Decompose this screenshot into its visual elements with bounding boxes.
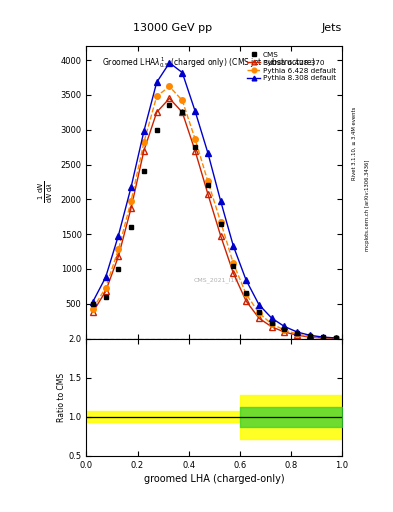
- Text: Jets: Jets: [321, 23, 342, 33]
- Text: mcplots.cern.ch [arXiv:1306.3436]: mcplots.cern.ch [arXiv:1306.3436]: [365, 159, 371, 250]
- Pythia 6.428 370: [206, 190, 210, 197]
- Pythia 6.428 default: [269, 321, 274, 327]
- Pythia 8.308 default: [116, 232, 121, 239]
- CMS: [193, 144, 197, 150]
- Pythia 6.428 370: [333, 335, 338, 342]
- Pythia 6.428 default: [206, 178, 210, 184]
- Pythia 8.308 default: [90, 298, 95, 305]
- CMS: [244, 290, 248, 296]
- Pythia 6.428 370: [295, 332, 299, 338]
- Line: Pythia 6.428 default: Pythia 6.428 default: [90, 83, 338, 341]
- Pythia 6.428 370: [167, 95, 172, 101]
- Pythia 8.308 default: [244, 277, 248, 283]
- Pythia 8.308 default: [103, 274, 108, 281]
- Pythia 8.308 default: [320, 334, 325, 340]
- CMS: [180, 109, 185, 115]
- Pythia 6.428 default: [218, 219, 223, 225]
- Pythia 6.428 370: [103, 288, 108, 294]
- Text: 13000 GeV pp: 13000 GeV pp: [133, 23, 213, 33]
- Pythia 6.428 370: [257, 315, 261, 321]
- Pythia 6.428 default: [231, 260, 236, 266]
- Pythia 8.308 default: [308, 332, 312, 338]
- Pythia 6.428 default: [167, 83, 172, 90]
- CMS: [141, 168, 146, 175]
- Pythia 6.428 default: [257, 310, 261, 316]
- Pythia 6.428 370: [90, 309, 95, 315]
- CMS: [269, 319, 274, 326]
- Line: Pythia 6.428 370: Pythia 6.428 370: [90, 96, 338, 341]
- CMS: [308, 333, 312, 339]
- Pythia 6.428 370: [180, 109, 185, 115]
- Pythia 8.308 default: [231, 243, 236, 249]
- CMS: [129, 224, 134, 230]
- Pythia 6.428 370: [129, 205, 134, 211]
- Pythia 8.308 default: [333, 335, 338, 341]
- Pythia 6.428 default: [103, 285, 108, 291]
- Pythia 6.428 default: [90, 306, 95, 312]
- Pythia 6.428 370: [231, 270, 236, 276]
- X-axis label: groomed LHA (charged-only): groomed LHA (charged-only): [144, 474, 285, 484]
- Pythia 6.428 default: [295, 331, 299, 337]
- CMS: [231, 263, 236, 269]
- Pythia 6.428 370: [193, 147, 197, 154]
- Pythia 8.308 default: [193, 108, 197, 114]
- Pythia 8.308 default: [141, 128, 146, 134]
- CMS: [116, 266, 121, 272]
- Line: CMS: CMS: [90, 103, 338, 340]
- Pythia 8.308 default: [129, 184, 134, 190]
- Pythia 6.428 370: [244, 298, 248, 304]
- Text: CMS_2021_I19…: CMS_2021_I19…: [193, 278, 245, 283]
- CMS: [167, 102, 172, 109]
- CMS: [90, 301, 95, 307]
- CMS: [206, 182, 210, 188]
- Pythia 6.428 370: [116, 253, 121, 260]
- CMS: [295, 330, 299, 336]
- CMS: [154, 126, 159, 133]
- Y-axis label: $\frac{1}{\mathrm{d}N}\frac{\mathrm{d}N}{\mathrm{d}\lambda}$: $\frac{1}{\mathrm{d}N}\frac{\mathrm{d}N}…: [37, 181, 55, 203]
- CMS: [103, 294, 108, 300]
- Pythia 6.428 370: [269, 324, 274, 330]
- Pythia 6.428 default: [193, 136, 197, 142]
- Pythia 8.308 default: [206, 150, 210, 156]
- Pythia 8.308 default: [218, 198, 223, 204]
- Pythia 6.428 default: [308, 333, 312, 339]
- CMS: [320, 334, 325, 340]
- Pythia 8.308 default: [180, 70, 185, 76]
- Pythia 8.308 default: [282, 324, 287, 330]
- Line: Pythia 8.308 default: Pythia 8.308 default: [90, 60, 338, 340]
- Pythia 6.428 default: [244, 291, 248, 297]
- Pythia 6.428 370: [320, 335, 325, 341]
- Pythia 6.428 default: [282, 327, 287, 333]
- Pythia 6.428 370: [218, 232, 223, 239]
- Pythia 6.428 370: [308, 334, 312, 340]
- Pythia 6.428 370: [141, 147, 146, 154]
- Pythia 8.308 default: [269, 315, 274, 321]
- Pythia 6.428 default: [320, 334, 325, 340]
- Text: Groomed LHA$\lambda^{1}_{0.5}$ (charged only) (CMS jet substructure): Groomed LHA$\lambda^{1}_{0.5}$ (charged …: [102, 55, 316, 70]
- CMS: [257, 309, 261, 315]
- Pythia 8.308 default: [257, 302, 261, 308]
- Y-axis label: Ratio to CMS: Ratio to CMS: [57, 373, 66, 422]
- CMS: [282, 326, 287, 332]
- Pythia 6.428 default: [116, 246, 121, 252]
- CMS: [333, 335, 338, 341]
- Pythia 8.308 default: [167, 60, 172, 66]
- Pythia 6.428 default: [154, 93, 159, 99]
- Pythia 6.428 default: [129, 198, 134, 204]
- CMS: [218, 221, 223, 227]
- Legend: CMS, Pythia 6.428 370, Pythia 6.428 default, Pythia 8.308 default: CMS, Pythia 6.428 370, Pythia 6.428 defa…: [245, 50, 338, 83]
- Pythia 6.428 370: [282, 329, 287, 335]
- Text: Rivet 3.1.10, ≥ 3.4M events: Rivet 3.1.10, ≥ 3.4M events: [352, 106, 357, 180]
- Pythia 6.428 default: [141, 139, 146, 145]
- Pythia 6.428 default: [180, 97, 185, 103]
- Pythia 8.308 default: [295, 329, 299, 335]
- Pythia 8.308 default: [154, 79, 159, 86]
- Pythia 6.428 default: [333, 335, 338, 341]
- Pythia 6.428 370: [154, 109, 159, 115]
